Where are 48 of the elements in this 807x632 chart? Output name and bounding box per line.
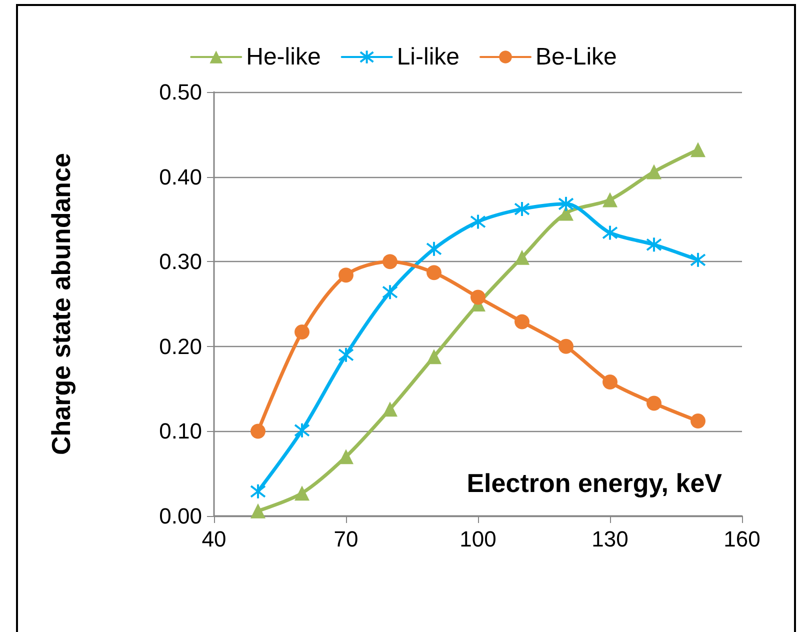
point <box>250 503 266 518</box>
y-tick-label: 0.50 <box>159 80 202 104</box>
point <box>558 206 574 221</box>
point <box>294 422 310 438</box>
point <box>558 196 574 212</box>
point <box>646 236 662 253</box>
point <box>382 254 398 270</box>
point <box>338 346 354 363</box>
point <box>382 402 398 417</box>
y-tick-label: 0.40 <box>159 164 202 190</box>
point <box>470 214 486 230</box>
point <box>382 284 398 300</box>
point <box>250 424 266 439</box>
x-tick-label: 130 <box>592 526 628 552</box>
point <box>602 192 618 208</box>
point <box>426 265 442 280</box>
y-tick-label: 0.30 <box>159 249 202 274</box>
y-axis-title: Charge state abundance <box>46 153 76 455</box>
x-tick-label: 160 <box>724 526 760 552</box>
point <box>250 483 266 500</box>
x-tick-label: 40 <box>202 526 226 552</box>
y-tick-label: 0.20 <box>159 334 202 359</box>
legend-label: He-like <box>246 44 321 70</box>
point <box>646 164 662 180</box>
point <box>602 224 618 241</box>
point <box>558 338 574 354</box>
point <box>690 142 706 158</box>
point <box>646 396 662 411</box>
point <box>294 486 310 501</box>
y-tick-label: 0.10 <box>159 418 202 444</box>
point <box>426 240 442 257</box>
y-tick-label: 0.00 <box>159 504 202 528</box>
point <box>514 250 530 265</box>
point <box>602 374 618 390</box>
point <box>690 252 706 268</box>
point <box>470 290 486 305</box>
point <box>338 268 354 283</box>
point <box>514 314 530 330</box>
point <box>338 449 354 464</box>
legend-label: Be-Like <box>535 44 617 70</box>
x-tick-label: 70 <box>334 526 358 552</box>
x-tick-label: 100 <box>460 526 496 552</box>
point <box>690 414 706 429</box>
point <box>294 324 310 340</box>
legend-label: Li-like <box>396 44 460 70</box>
x-axis-title: Electron energy, keV <box>466 468 723 498</box>
point <box>426 349 442 364</box>
point <box>514 201 530 218</box>
